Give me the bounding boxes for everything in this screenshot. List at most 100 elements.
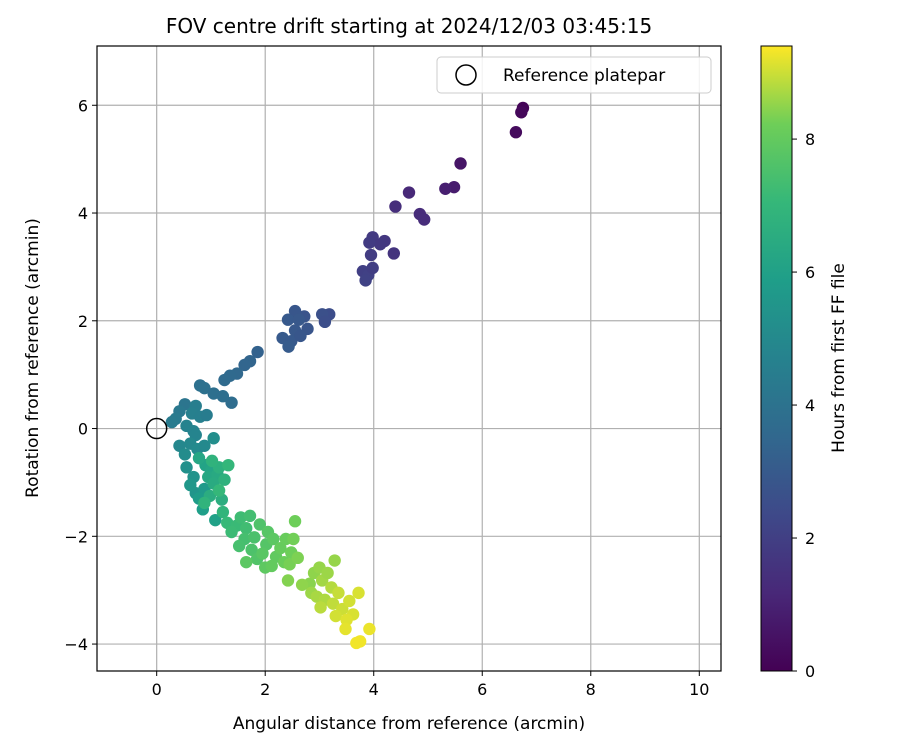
- y-tick-label: 4: [78, 204, 88, 223]
- plot-frame: [96, 45, 722, 672]
- data-point: [209, 513, 222, 527]
- data-point: [240, 555, 253, 569]
- data-point: [352, 586, 365, 600]
- data-point: [295, 578, 309, 591]
- x-tick-label: 10: [689, 680, 709, 699]
- legend-label: Reference platepar: [503, 66, 665, 86]
- data-point: [205, 454, 219, 468]
- colorbar-ticks: 0 2 4 6 8: [792, 130, 815, 681]
- data-point: [218, 373, 231, 387]
- data-point: [287, 532, 300, 546]
- data-point: [238, 358, 251, 372]
- x-tick-label: 0: [152, 680, 162, 699]
- x-axis: 0 2 4 6 8 10: [152, 671, 709, 699]
- data-point: [218, 473, 231, 486]
- data-point: [234, 511, 247, 524]
- data-point: [417, 213, 431, 226]
- data-point: [515, 106, 528, 119]
- data-point: [343, 594, 356, 608]
- data-point: [207, 432, 220, 445]
- data-point: [328, 554, 341, 567]
- data-point: [222, 458, 235, 472]
- data-point: [251, 345, 264, 359]
- colorbar-label: Hours from first FF file: [829, 263, 849, 453]
- y-tick-label: −4: [64, 635, 88, 654]
- x-axis-label: Angular distance from reference (arcmin): [233, 714, 585, 734]
- data-point: [402, 186, 416, 199]
- data-point: [225, 396, 238, 409]
- data-point: [288, 515, 302, 528]
- data-point: [267, 532, 280, 546]
- data-point: [198, 381, 211, 395]
- data-point: [198, 496, 211, 510]
- data-point: [318, 315, 332, 329]
- data-point: [192, 451, 206, 465]
- data-points: [165, 101, 530, 650]
- data-point: [225, 525, 238, 539]
- data-point: [184, 478, 197, 492]
- data-point: [216, 505, 230, 519]
- y-tick-label: −2: [64, 527, 88, 546]
- colorbar: 0 2 4 6 8 Hours from first FF file: [760, 45, 849, 681]
- chart-title: FOV centre drift starting at 2024/12/03 …: [166, 14, 652, 38]
- y-tick-label: 6: [78, 96, 88, 115]
- data-point: [314, 601, 327, 614]
- data-point: [366, 261, 379, 275]
- data-point: [509, 126, 523, 139]
- data-point: [332, 586, 345, 600]
- data-point: [364, 248, 378, 262]
- x-tick-label: 2: [260, 680, 270, 699]
- legend-box: [436, 56, 712, 94]
- colorbar-tick-label: 8: [805, 130, 815, 149]
- data-point: [340, 613, 353, 627]
- legend: Reference platepar: [436, 56, 712, 94]
- data-point: [329, 609, 342, 623]
- colorbar-gradient: [760, 45, 793, 672]
- data-point: [198, 439, 211, 452]
- data-point: [363, 622, 376, 636]
- data-point: [439, 182, 452, 195]
- data-point: [292, 313, 306, 326]
- data-point: [281, 574, 295, 587]
- data-point: [374, 238, 387, 251]
- data-point: [294, 329, 307, 343]
- colorbar-tick-label: 4: [805, 396, 815, 415]
- data-point: [454, 157, 467, 170]
- reference-point: [145, 417, 168, 440]
- data-point: [165, 415, 179, 429]
- colorbar-tick-label: 0: [805, 662, 815, 681]
- data-point: [326, 597, 340, 610]
- x-tick-label: 8: [586, 680, 596, 699]
- data-point: [282, 340, 295, 353]
- data-point: [291, 551, 304, 565]
- y-tick-label: 2: [78, 312, 88, 331]
- reference-marker: [145, 417, 168, 440]
- y-tick-label: 0: [78, 420, 88, 439]
- colorbar-tick-label: 2: [805, 529, 815, 548]
- data-point: [359, 274, 372, 287]
- data-point: [240, 522, 253, 535]
- data-point: [178, 448, 192, 461]
- data-point: [387, 247, 401, 260]
- data-point: [245, 543, 258, 556]
- y-axis: −4 −2 0 2 4 6: [64, 96, 97, 654]
- data-point: [274, 541, 287, 555]
- grid-lines: [97, 46, 721, 671]
- y-axis-label: Rotation from reference (arcmin): [23, 218, 43, 498]
- data-point: [389, 200, 402, 213]
- data-point: [216, 390, 230, 403]
- legend-marker-open-circle: [455, 64, 477, 86]
- colorbar-tick-label: 6: [805, 263, 815, 282]
- data-point: [232, 539, 246, 553]
- data-point: [353, 635, 367, 648]
- data-point: [339, 622, 352, 636]
- data-point: [265, 559, 278, 573]
- x-tick-label: 4: [369, 680, 379, 699]
- data-point: [243, 509, 257, 523]
- data-point: [248, 531, 261, 544]
- data-point: [281, 313, 295, 326]
- data-point: [180, 461, 193, 474]
- data-point: [321, 566, 334, 580]
- data-point: [253, 518, 266, 531]
